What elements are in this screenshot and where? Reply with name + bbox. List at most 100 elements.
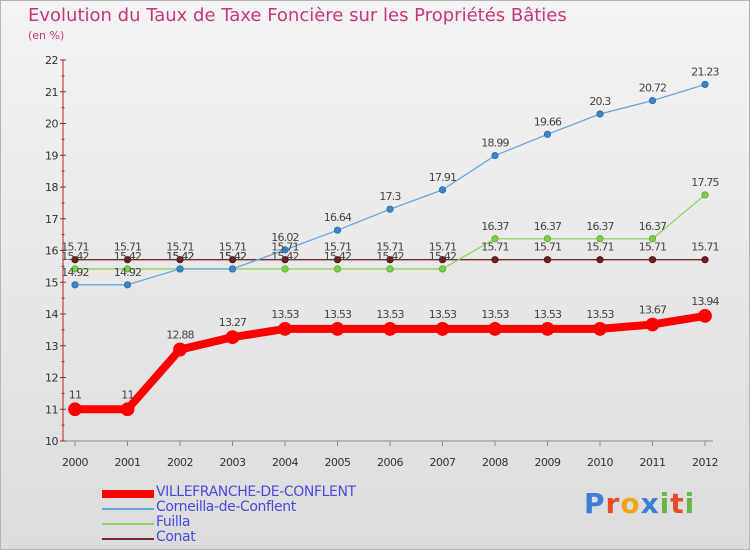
data-label-conat: 15.71 [61, 241, 89, 254]
data-point-fuilla [596, 235, 604, 243]
data-label-villefranche: 13.53 [324, 308, 352, 321]
data-label-villefranche: 13.53 [429, 308, 457, 321]
data-label-conat: 15.71 [114, 241, 142, 254]
x-tick-label: 2002 [167, 456, 193, 469]
data-label-conat: 15.71 [376, 241, 404, 254]
data-point-villefranche [278, 322, 292, 336]
data-point-corneilla [543, 130, 552, 138]
legend-label-fuilla: Fuilla [156, 514, 191, 530]
data-label-corneilla: 17.3 [379, 190, 401, 203]
y-tick-label: 22 [45, 54, 58, 67]
data-point-fuilla [333, 265, 342, 273]
data-point-corneilla [596, 110, 604, 118]
logo-letter: o [620, 487, 641, 520]
logo-letter: t [670, 487, 685, 520]
data-label-villefranche: 11 [69, 388, 81, 401]
data-point-villefranche [120, 402, 135, 417]
data-point-corneilla [438, 186, 447, 194]
data-label-conat: 15.71 [534, 241, 562, 254]
data-point-fuilla [123, 265, 132, 273]
x-tick-label: 2004 [272, 456, 298, 469]
data-point-corneilla [123, 281, 132, 289]
data-point-fuilla [386, 265, 394, 273]
data-label-fuilla: 15.42 [429, 250, 457, 263]
x-tick-label: 2003 [220, 456, 246, 469]
data-point-corneilla [386, 205, 394, 213]
data-point-villefranche [330, 322, 345, 336]
data-label-villefranche: 12.88 [166, 329, 194, 342]
point-labels-group: 15.71 15.71 15.71 15.71 15.71 15.71 15.71 15.71… [61, 65, 720, 401]
x-tick-label: 2001 [115, 456, 141, 469]
x-tick-label: 2005 [325, 456, 351, 469]
data-label-corneilla: 20.3 [589, 95, 611, 108]
data-label-corneilla: 15.42 [219, 250, 247, 263]
proxiti-logo: Proxiti [584, 487, 695, 520]
data-label-fuilla: 15.42 [324, 250, 352, 263]
data-label-conat: 15.71 [271, 241, 299, 254]
data-point-corneilla [176, 265, 184, 273]
y-tick-label: 17 [45, 213, 58, 226]
data-label-conat: 15.71 [691, 241, 719, 254]
legend-swatch-villefranche [102, 490, 154, 498]
logo-letter: r [605, 487, 621, 520]
data-point-conat [333, 256, 342, 264]
data-point-villefranche [540, 322, 555, 336]
data-label-villefranche: 13.53 [481, 308, 509, 321]
data-point-villefranche [68, 402, 82, 417]
data-label-villefranche: 11 [121, 388, 133, 401]
data-label-fuilla: 15.42 [271, 250, 299, 263]
data-point-fuilla [438, 265, 447, 273]
data-label-fuilla: 15.42 [61, 250, 89, 263]
data-point-conat [71, 256, 79, 264]
series-lines-group [68, 80, 712, 417]
data-label-conat: 15.71 [586, 241, 614, 254]
legend-swatch-corneilla [102, 508, 154, 510]
y-tick-label: 21 [45, 86, 58, 99]
legend-swatch-fuilla [102, 523, 154, 525]
y-axis-unit-label: (en %) [28, 29, 65, 42]
data-point-fuilla [648, 235, 657, 243]
data-label-corneilla: 16.64 [324, 211, 352, 224]
data-point-villefranche [435, 322, 450, 336]
data-point-corneilla [491, 151, 499, 160]
data-label-villefranche: 13.53 [376, 308, 404, 321]
data-point-conat [123, 256, 132, 264]
data-point-fuilla [543, 235, 552, 243]
logo-letter: x [640, 487, 660, 520]
legend-label-conat: Conat [156, 529, 196, 545]
data-label-villefranche: 13.94 [691, 295, 719, 308]
data-point-corneilla [701, 80, 709, 89]
data-point-fuilla [491, 235, 499, 243]
data-point-conat [596, 256, 604, 264]
data-label-conat: 15.71 [166, 241, 194, 254]
x-tick-label: 2010 [587, 456, 613, 469]
logo-letter: P [584, 487, 606, 520]
data-label-fuilla: 17.75 [691, 176, 719, 189]
data-point-villefranche [488, 322, 502, 336]
legend-swatch-conat [102, 538, 154, 540]
data-label-corneilla: 18.99 [481, 137, 509, 150]
data-point-conat [543, 256, 552, 264]
data-point-villefranche [593, 322, 607, 336]
data-label-conat: 15.71 [639, 241, 667, 254]
y-tick-label: 16 [45, 245, 58, 258]
data-label-fuilla: 16.37 [639, 220, 667, 233]
x-tick-label: 2009 [535, 456, 561, 469]
data-point-corneilla [71, 281, 79, 289]
logo-letter: i [659, 487, 671, 520]
y-tick-label: 18 [45, 181, 58, 194]
data-point-conat [648, 256, 657, 264]
data-label-corneilla: 14.92 [114, 266, 142, 279]
data-point-fuilla [701, 191, 709, 199]
x-tick-label: 2008 [482, 456, 508, 469]
data-point-villefranche [698, 309, 712, 323]
x-tick-label: 2006 [377, 456, 403, 469]
data-label-fuilla: 15.42 [219, 250, 247, 263]
axes-group: 10 11 12 13 14 15 16 17 18 19 20 21 22 2000 2001 2002 20… [45, 54, 719, 469]
data-point-villefranche [173, 342, 187, 357]
y-tick-label: 10 [45, 435, 58, 448]
y-tick-label: 13 [45, 340, 58, 353]
chart-title: Evolution du Taux de Taxe Foncière sur l… [28, 5, 567, 26]
data-label-villefranche: 13.27 [219, 316, 247, 329]
